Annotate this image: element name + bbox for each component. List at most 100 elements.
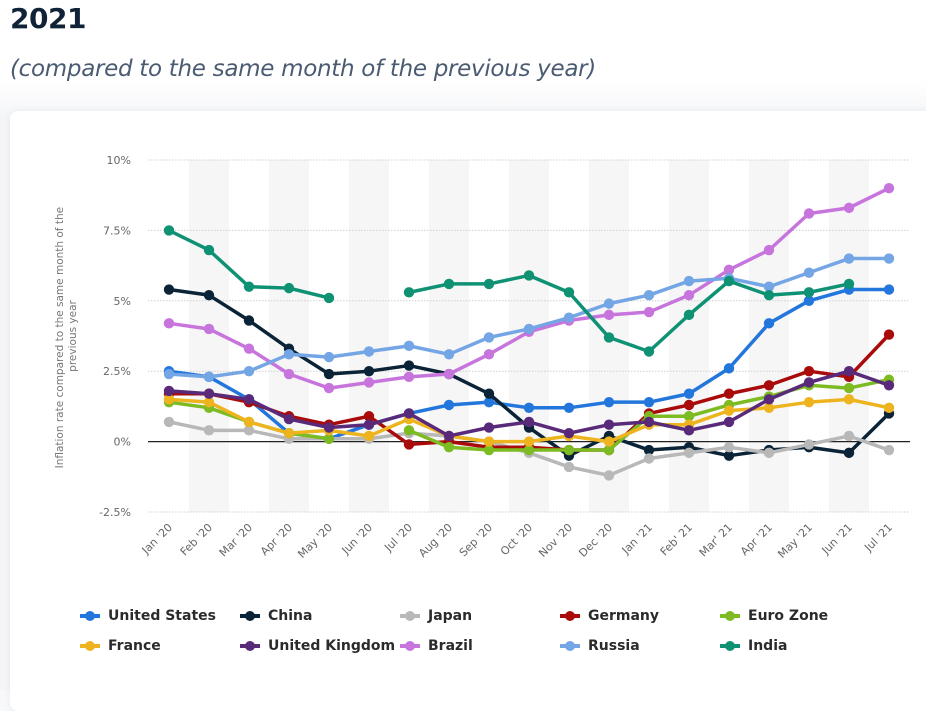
data-point[interactable]: [603, 470, 615, 481]
data-point[interactable]: [803, 287, 815, 298]
data-point[interactable]: [363, 366, 375, 377]
data-point[interactable]: [723, 416, 735, 428]
data-point[interactable]: [243, 416, 255, 428]
data-point[interactable]: [563, 312, 575, 323]
data-point[interactable]: [563, 402, 575, 414]
data-point[interactable]: [403, 360, 415, 371]
data-point[interactable]: [523, 402, 535, 414]
data-point[interactable]: [843, 382, 855, 394]
data-point[interactable]: [283, 427, 295, 439]
data-point[interactable]: [203, 371, 215, 383]
data-point[interactable]: [723, 442, 735, 453]
data-point[interactable]: [883, 444, 895, 456]
data-point[interactable]: [323, 292, 335, 304]
data-point[interactable]: [243, 425, 255, 436]
data-point[interactable]: [203, 425, 215, 436]
data-point[interactable]: [243, 315, 255, 326]
data-point[interactable]: [723, 363, 735, 374]
data-point[interactable]: [723, 264, 735, 276]
data-point[interactable]: [763, 447, 775, 459]
data-point[interactable]: [563, 444, 575, 456]
data-point[interactable]: [283, 282, 295, 294]
data-point[interactable]: [243, 281, 255, 292]
data-point[interactable]: [643, 346, 655, 357]
data-point[interactable]: [883, 329, 895, 340]
data-point[interactable]: [643, 396, 655, 408]
data-point[interactable]: [243, 366, 255, 377]
data-point[interactable]: [523, 444, 535, 456]
data-point[interactable]: [843, 278, 855, 290]
data-point[interactable]: [883, 253, 895, 264]
data-point[interactable]: [683, 447, 695, 459]
data-point[interactable]: [283, 368, 295, 380]
data-point[interactable]: [643, 289, 655, 301]
data-point[interactable]: [523, 323, 535, 335]
data-point[interactable]: [443, 368, 455, 380]
data-point[interactable]: [163, 416, 175, 428]
data-point[interactable]: [763, 380, 775, 391]
data-point[interactable]: [843, 394, 855, 405]
legend-item-brazil[interactable]: Brazil: [400, 636, 560, 656]
data-point[interactable]: [323, 433, 335, 444]
data-point[interactable]: [683, 399, 695, 411]
data-point[interactable]: [763, 402, 775, 414]
data-point[interactable]: [363, 346, 375, 357]
data-point[interactable]: [403, 340, 415, 352]
data-point[interactable]: [683, 388, 695, 399]
data-point[interactable]: [803, 396, 815, 408]
data-point[interactable]: [603, 396, 615, 408]
data-point[interactable]: [763, 289, 775, 301]
data-point[interactable]: [323, 368, 335, 380]
data-point[interactable]: [483, 436, 495, 447]
data-point[interactable]: [723, 450, 735, 461]
data-point[interactable]: [643, 416, 655, 428]
series-russia[interactable]: [163, 253, 895, 383]
legend-item-euro-zone[interactable]: Euro Zone: [720, 606, 880, 626]
data-point[interactable]: [483, 332, 495, 343]
data-point[interactable]: [763, 394, 775, 405]
legend-item-germany[interactable]: Germany: [560, 606, 720, 626]
data-point[interactable]: [643, 453, 655, 464]
data-point[interactable]: [163, 368, 175, 380]
data-point[interactable]: [323, 382, 335, 394]
data-point[interactable]: [603, 332, 615, 343]
data-point[interactable]: [203, 388, 215, 399]
series-united-kingdom[interactable]: [163, 366, 895, 442]
legend-item-france[interactable]: France: [80, 636, 240, 656]
data-point[interactable]: [363, 430, 375, 442]
data-point[interactable]: [843, 366, 855, 377]
data-point[interactable]: [443, 399, 455, 411]
data-point[interactable]: [883, 284, 895, 295]
data-point[interactable]: [683, 425, 695, 436]
data-point[interactable]: [883, 402, 895, 414]
data-point[interactable]: [163, 318, 175, 329]
data-point[interactable]: [803, 377, 815, 388]
legend-item-india[interactable]: India: [720, 636, 880, 656]
data-point[interactable]: [203, 289, 215, 301]
data-point[interactable]: [163, 385, 175, 397]
data-point[interactable]: [643, 444, 655, 456]
data-point[interactable]: [643, 306, 655, 318]
data-point[interactable]: [403, 287, 415, 298]
data-point[interactable]: [843, 253, 855, 264]
data-point[interactable]: [843, 202, 855, 214]
data-point[interactable]: [563, 427, 575, 439]
data-point[interactable]: [603, 436, 615, 447]
data-point[interactable]: [563, 461, 575, 473]
data-point[interactable]: [723, 405, 735, 416]
data-point[interactable]: [683, 411, 695, 422]
data-point[interactable]: [163, 394, 175, 405]
data-point[interactable]: [803, 208, 815, 219]
data-point[interactable]: [283, 349, 295, 360]
data-point[interactable]: [603, 419, 615, 430]
data-point[interactable]: [163, 284, 175, 295]
data-point[interactable]: [323, 422, 335, 433]
data-point[interactable]: [563, 287, 575, 298]
data-point[interactable]: [523, 270, 535, 281]
data-point[interactable]: [843, 447, 855, 459]
data-point[interactable]: [243, 394, 255, 405]
data-point[interactable]: [163, 225, 175, 236]
data-point[interactable]: [603, 298, 615, 309]
data-point[interactable]: [763, 281, 775, 292]
data-point[interactable]: [683, 309, 695, 321]
